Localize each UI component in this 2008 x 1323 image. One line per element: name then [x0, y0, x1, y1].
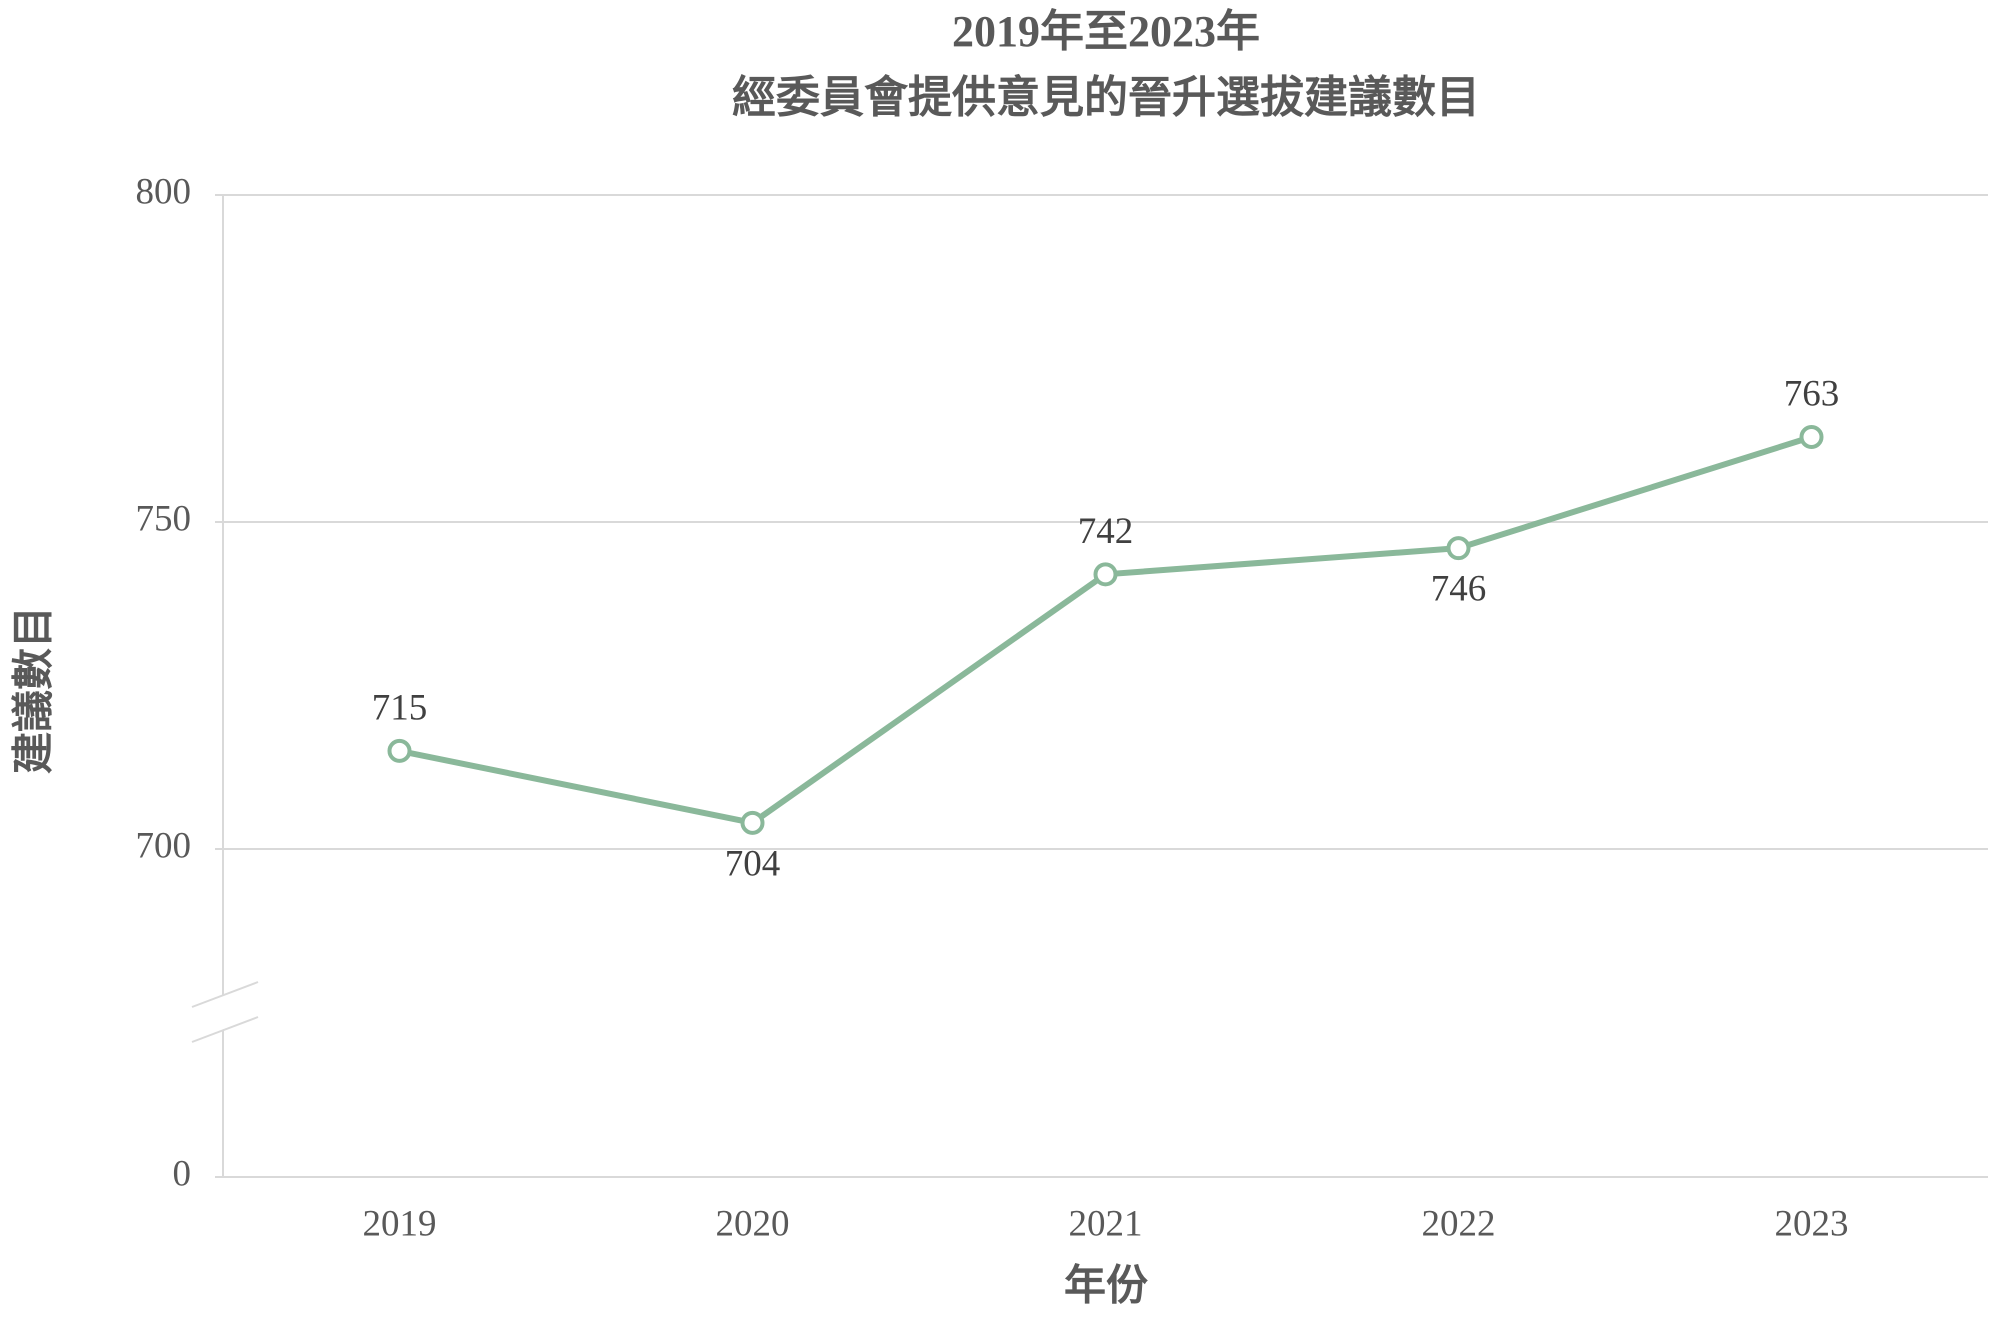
value-label: 763	[1784, 373, 1840, 414]
x-tick-label: 2019	[363, 1203, 437, 1244]
axis-break	[191, 1016, 259, 1043]
y-tick-label: 0	[173, 1153, 192, 1194]
y-tick-label: 800	[136, 171, 192, 212]
y-tick-label: 750	[136, 498, 192, 539]
x-axis-title: 年份	[1064, 1263, 1148, 1310]
y-tick-label: 700	[136, 825, 192, 866]
value-label: 715	[372, 687, 428, 728]
x-tick-label: 2022	[1422, 1203, 1496, 1244]
data-point	[1093, 562, 1118, 587]
data-point	[740, 810, 765, 835]
data-point	[1446, 536, 1471, 561]
data-line	[398, 434, 1813, 826]
value-label: 746	[1431, 569, 1487, 610]
x-tick-label: 2021	[1069, 1203, 1143, 1244]
axis-break	[191, 981, 259, 1008]
chart-title: 經委員會提供意見的晉升選拔建議數目	[732, 73, 1480, 122]
data-point	[387, 738, 412, 763]
y-axis-title: 建議數目	[11, 606, 58, 774]
x-tick-label: 2020	[716, 1203, 790, 1244]
value-label: 742	[1078, 511, 1134, 552]
axis-break-gap	[190, 982, 258, 1042]
data-point	[1799, 424, 1824, 449]
value-label: 704	[725, 843, 781, 884]
x-tick-label: 2023	[1775, 1203, 1849, 1244]
chart-title: 2019年至2023年	[952, 7, 1260, 56]
